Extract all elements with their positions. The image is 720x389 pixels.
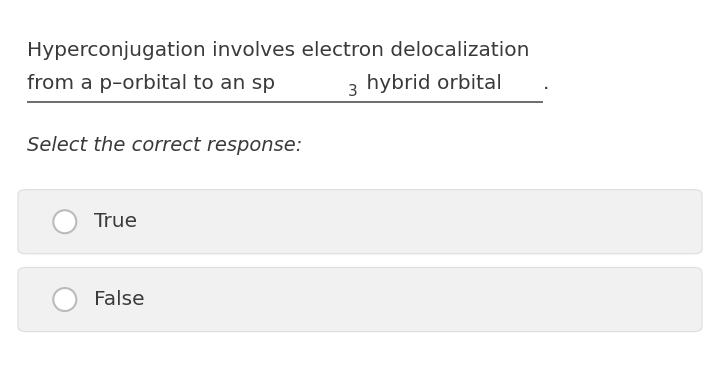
Text: False: False bbox=[94, 290, 145, 309]
Text: True: True bbox=[94, 212, 138, 231]
Ellipse shape bbox=[53, 210, 76, 233]
FancyBboxPatch shape bbox=[18, 190, 702, 254]
Text: Select the correct response:: Select the correct response: bbox=[27, 136, 302, 155]
Text: hybrid orbital: hybrid orbital bbox=[360, 74, 502, 93]
Text: Hyperconjugation involves electron delocalization: Hyperconjugation involves electron deloc… bbox=[27, 41, 530, 60]
Text: 3: 3 bbox=[348, 84, 357, 99]
Text: from a p–orbital to an sp: from a p–orbital to an sp bbox=[27, 74, 276, 93]
Ellipse shape bbox=[53, 288, 76, 311]
FancyBboxPatch shape bbox=[18, 268, 702, 331]
Text: .: . bbox=[543, 74, 549, 93]
